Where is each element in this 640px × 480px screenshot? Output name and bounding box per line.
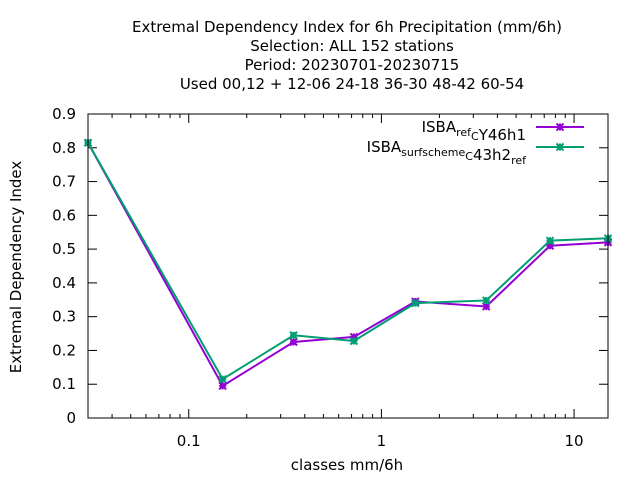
y-tick-label: 0.8 xyxy=(52,139,76,157)
y-tick-label: 0.5 xyxy=(52,240,76,258)
y-tick-label: 0.2 xyxy=(52,341,76,359)
title-line-2: Selection: ALL 152 stations xyxy=(250,37,454,55)
title-line-1: Extremal Dependency Index for 6h Precipi… xyxy=(132,18,562,36)
legend-entry-2: ISBAsurfschemeC43h2ref xyxy=(367,138,584,167)
data-point xyxy=(289,337,298,347)
x-axis-ticks: 0.1 1 10 xyxy=(87,114,584,450)
data-point xyxy=(482,296,491,305)
series-layer xyxy=(83,138,613,391)
plot-frame xyxy=(87,113,609,419)
chart-title: Extremal Dependency Index for 6h Precipi… xyxy=(132,18,562,93)
y-tick-label: 0.6 xyxy=(52,206,76,224)
title-line-3: Period: 20230701-20230715 xyxy=(245,56,460,74)
data-point xyxy=(545,236,555,245)
series-line-1 xyxy=(87,142,609,388)
y-tick-label: 0.4 xyxy=(52,274,76,292)
data-point xyxy=(411,298,420,308)
x-tick-label: 1 xyxy=(377,432,387,450)
legend-entry-1: ISBArefCY46h1 xyxy=(422,118,584,144)
y-tick-label: 0.1 xyxy=(52,375,76,393)
data-point xyxy=(218,374,227,384)
y-axis-ticks: 0 0.1 0.2 0.3 0.4 0.5 0.6 0.7 0.8 0.9 xyxy=(52,105,608,427)
y-tick-label: 0.3 xyxy=(52,308,76,326)
legend-label: ISBArefCY46h1 xyxy=(422,118,526,144)
y-tick-label: 0 xyxy=(66,409,76,427)
x-tick-label: 0.1 xyxy=(177,432,201,450)
x-axis-label: classes mm/6h xyxy=(291,456,403,474)
y-axis-label: Extremal Dependency Index xyxy=(7,161,25,374)
y-tick-label: 0.9 xyxy=(52,105,76,123)
legend-label: ISBAsurfschemeC43h2ref xyxy=(367,138,527,167)
data-point xyxy=(289,331,298,340)
title-line-4: Used 00,12 + 12-06 24-18 36-30 48-42 60-… xyxy=(180,75,524,93)
series-line-2 xyxy=(87,142,609,381)
y-tick-label: 0.7 xyxy=(52,173,76,191)
data-point xyxy=(349,336,359,346)
x-tick-label: 10 xyxy=(565,432,584,450)
data-point xyxy=(218,381,227,391)
